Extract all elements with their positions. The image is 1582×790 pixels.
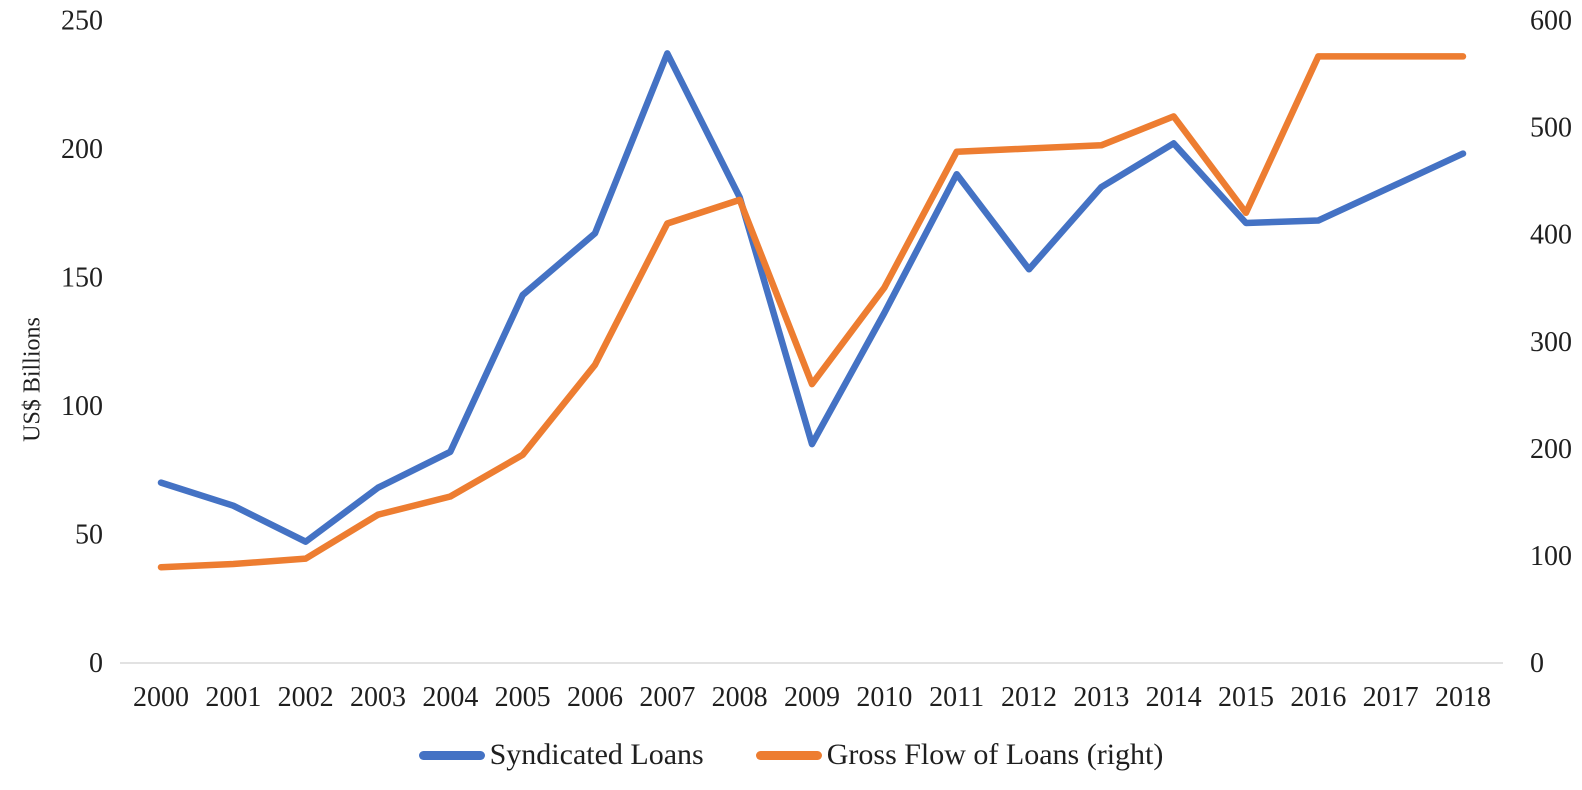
x-axis-tick-label: 2011 bbox=[929, 682, 984, 713]
right-axis-tick-label: 400 bbox=[1530, 220, 1572, 251]
x-axis-tick-label: 2005 bbox=[495, 682, 551, 713]
x-axis-tick-label: 2009 bbox=[784, 682, 840, 713]
x-axis-tick-label: 2000 bbox=[133, 682, 189, 713]
x-axis-tick-label: 2014 bbox=[1146, 682, 1202, 713]
left-axis-tick-label: 0 bbox=[89, 648, 103, 679]
left-axis-tick-label: 200 bbox=[61, 134, 103, 165]
left-axis-tick-label: 250 bbox=[61, 6, 103, 37]
left-axis-tick-label: 50 bbox=[75, 520, 103, 551]
x-axis-tick-label: 2007 bbox=[639, 682, 695, 713]
right-axis-tick-label: 200 bbox=[1530, 434, 1572, 465]
left-axis-tick-label: 100 bbox=[61, 391, 103, 422]
right-axis-tick-label: 600 bbox=[1530, 6, 1572, 37]
series-line-0 bbox=[157, 50, 1467, 545]
x-axis-tick-label: 2010 bbox=[856, 682, 912, 713]
right-axis-tick-label: 300 bbox=[1530, 327, 1572, 358]
legend: Syndicated Loans Gross Flow of Loans (ri… bbox=[0, 740, 1582, 770]
x-axis-tick-label: 2006 bbox=[567, 682, 623, 713]
legend-label: Syndicated Loans bbox=[489, 738, 704, 771]
legend-item-syndicated-loans: Syndicated Loans bbox=[418, 738, 704, 771]
right-axis-tick-label: 100 bbox=[1530, 541, 1572, 572]
legend-item-gross-flow: Gross Flow of Loans (right) bbox=[755, 738, 1164, 771]
x-axis-tick-label: 2017 bbox=[1363, 682, 1419, 713]
x-axis-tick-label: 2013 bbox=[1073, 682, 1129, 713]
right-axis-tick-label: 0 bbox=[1530, 648, 1544, 679]
x-axis-tick-label: 2012 bbox=[1001, 682, 1057, 713]
left-axis-title: US$ Billions bbox=[19, 317, 46, 442]
legend-label: Gross Flow of Loans (right) bbox=[826, 738, 1164, 771]
x-axis-tick-label: 2008 bbox=[712, 682, 768, 713]
x-axis-tick-label: 2001 bbox=[205, 682, 261, 713]
series-line-1 bbox=[157, 53, 1467, 571]
x-axis-tick-label: 2003 bbox=[350, 682, 406, 713]
right-axis-tick-label: 500 bbox=[1530, 113, 1572, 144]
x-axis-tick-label: 2018 bbox=[1435, 682, 1491, 713]
legend-swatch-syndicated-loans bbox=[418, 750, 485, 760]
x-axis-tick-label: 2016 bbox=[1290, 682, 1346, 713]
legend-swatch-gross-flow bbox=[755, 750, 822, 760]
x-axis-tick-label: 2015 bbox=[1218, 682, 1274, 713]
x-axis-tick-label: 2002 bbox=[278, 682, 334, 713]
left-axis-tick-label: 150 bbox=[61, 263, 103, 294]
x-axis-tick-label: 2004 bbox=[422, 682, 478, 713]
